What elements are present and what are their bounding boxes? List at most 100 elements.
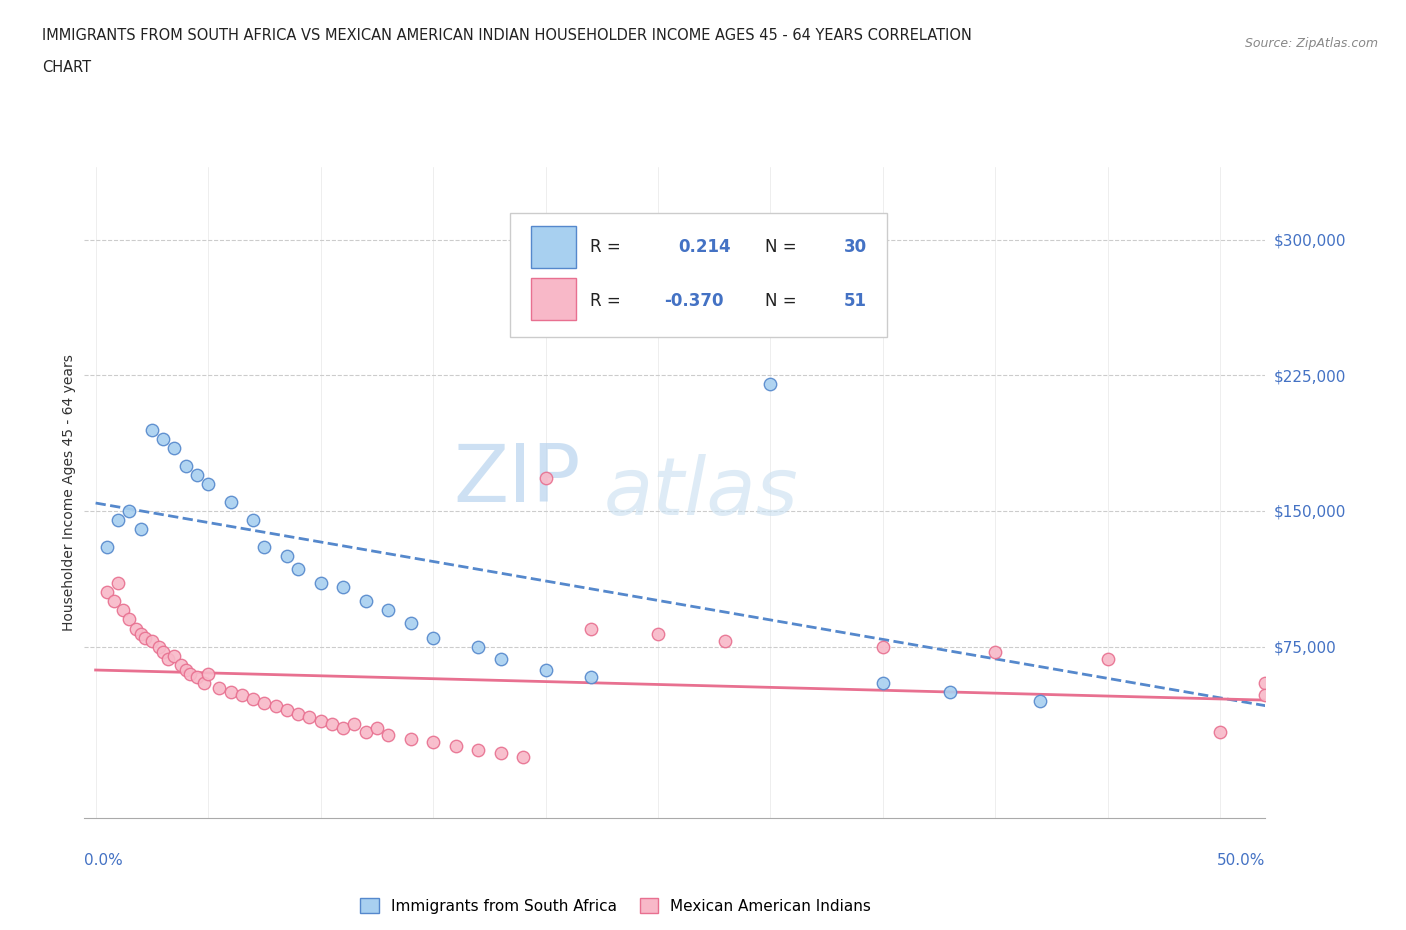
Point xyxy=(96,539,118,554)
Point xyxy=(1209,724,1232,739)
Point xyxy=(125,621,148,636)
Point xyxy=(156,652,179,667)
Point xyxy=(467,639,489,654)
Point xyxy=(111,603,134,618)
Point xyxy=(939,684,962,699)
Point xyxy=(197,476,219,491)
Point xyxy=(579,621,602,636)
Point xyxy=(152,432,174,446)
Point xyxy=(444,738,467,753)
Point xyxy=(141,633,163,648)
Text: 0.214: 0.214 xyxy=(679,238,731,256)
Text: atlas: atlas xyxy=(605,454,799,532)
Point xyxy=(332,579,354,594)
Point xyxy=(242,512,264,527)
Point xyxy=(103,594,125,609)
Text: Source: ZipAtlas.com: Source: ZipAtlas.com xyxy=(1244,37,1378,50)
Point xyxy=(186,670,208,684)
Text: ZIP: ZIP xyxy=(453,441,581,519)
Point xyxy=(253,696,276,711)
Text: -0.370: -0.370 xyxy=(664,292,724,310)
Point xyxy=(354,724,377,739)
Point xyxy=(489,746,512,761)
Text: N =: N = xyxy=(765,238,796,256)
Point xyxy=(377,728,399,743)
Text: IMMIGRANTS FROM SOUTH AFRICA VS MEXICAN AMERICAN INDIAN HOUSEHOLDER INCOME AGES : IMMIGRANTS FROM SOUTH AFRICA VS MEXICAN … xyxy=(42,28,972,43)
Point xyxy=(174,458,197,473)
Point xyxy=(714,633,737,648)
Point xyxy=(354,594,377,609)
Point xyxy=(118,612,141,627)
FancyBboxPatch shape xyxy=(531,226,575,269)
Point xyxy=(872,675,894,690)
Point xyxy=(534,471,557,485)
Point xyxy=(489,652,512,667)
Point xyxy=(107,512,129,527)
Point xyxy=(647,627,669,642)
Point xyxy=(141,422,163,437)
Point xyxy=(186,468,208,483)
Point xyxy=(163,648,186,663)
Point xyxy=(264,698,287,713)
Point xyxy=(399,616,422,631)
Point xyxy=(129,627,152,642)
Point xyxy=(163,440,186,455)
Point xyxy=(253,539,276,554)
Point xyxy=(467,742,489,757)
FancyBboxPatch shape xyxy=(509,213,887,337)
Point xyxy=(118,503,141,518)
Point xyxy=(579,670,602,684)
Text: 0.0%: 0.0% xyxy=(84,853,124,868)
Point xyxy=(96,585,118,600)
Point xyxy=(129,522,152,537)
Point xyxy=(422,631,444,645)
Point xyxy=(332,721,354,736)
Point xyxy=(534,663,557,678)
Point xyxy=(242,692,264,707)
Point xyxy=(377,603,399,618)
Point xyxy=(759,377,782,392)
Point xyxy=(170,658,193,672)
Point xyxy=(152,644,174,659)
Point xyxy=(287,706,309,721)
Point xyxy=(197,666,219,681)
Point xyxy=(422,735,444,750)
FancyBboxPatch shape xyxy=(531,278,575,321)
Point xyxy=(107,576,129,591)
Point xyxy=(134,631,156,645)
Point xyxy=(647,296,669,311)
Point xyxy=(984,644,1007,659)
Point xyxy=(309,576,332,591)
Point xyxy=(343,717,366,732)
Y-axis label: Householder Income Ages 45 - 64 years: Householder Income Ages 45 - 64 years xyxy=(62,354,76,631)
Point xyxy=(174,663,197,678)
Point xyxy=(179,666,201,681)
Point xyxy=(1254,675,1277,690)
Point xyxy=(1097,652,1119,667)
Point xyxy=(298,710,321,724)
Text: 50.0%: 50.0% xyxy=(1218,853,1265,868)
Point xyxy=(148,639,170,654)
Point xyxy=(193,675,215,690)
Point xyxy=(366,721,388,736)
Point xyxy=(399,731,422,746)
Point xyxy=(287,562,309,577)
Point xyxy=(231,688,253,703)
Text: CHART: CHART xyxy=(42,60,91,75)
Point xyxy=(219,495,242,510)
Legend: Immigrants from South Africa, Mexican American Indians: Immigrants from South Africa, Mexican Am… xyxy=(353,890,879,922)
Text: R =: R = xyxy=(591,238,620,256)
Point xyxy=(208,681,231,696)
Point xyxy=(276,702,298,717)
Point xyxy=(512,750,534,764)
Point xyxy=(219,684,242,699)
Point xyxy=(1254,688,1277,703)
Point xyxy=(1029,694,1052,709)
Point xyxy=(872,639,894,654)
Text: 30: 30 xyxy=(844,238,868,256)
Point xyxy=(321,717,343,732)
Point xyxy=(276,549,298,564)
Text: 51: 51 xyxy=(844,292,866,310)
Point xyxy=(309,713,332,728)
Text: N =: N = xyxy=(765,292,796,310)
